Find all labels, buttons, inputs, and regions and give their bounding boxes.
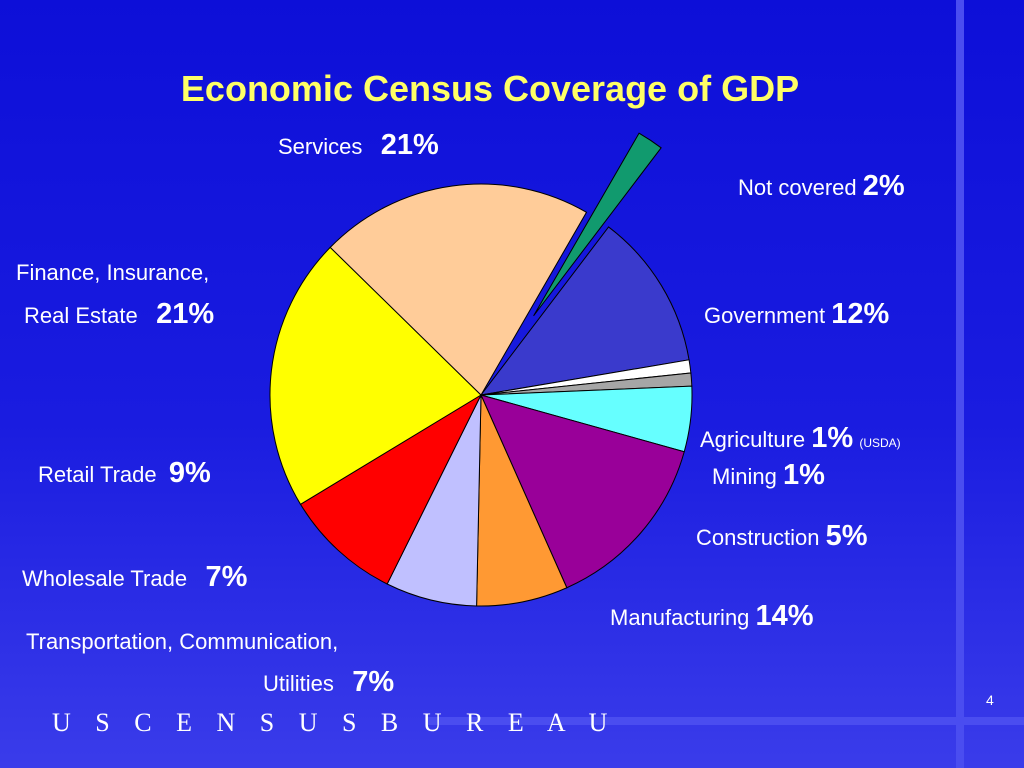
label-tcu-line1: Transportation, Communication,: [26, 629, 339, 654]
label-retail: Retail Trade 9%: [38, 457, 211, 489]
pct-wholesale: 7%: [205, 561, 248, 593]
pie-slice-manufacturing: [480, 394, 685, 589]
census-bureau-wordmark: U S C E N S U S B U R E A U: [52, 708, 617, 737]
pct-services: 21%: [380, 129, 439, 161]
pie-slice-government: [479, 226, 690, 396]
pct-mining: 1%: [782, 459, 825, 491]
page-number: 4: [986, 692, 994, 708]
pct-retail: 9%: [168, 457, 211, 489]
label-construction: Construction 5%: [696, 520, 868, 552]
label-mining: Mining 1%: [712, 459, 825, 491]
pct-not-covered: 2%: [862, 170, 905, 202]
slide-title: Economic Census Coverage of GDP: [180, 68, 800, 109]
pie-slice-finance-insurance-real-estate: [269, 246, 482, 505]
agriculture-note: (USDA): [859, 436, 901, 450]
decorative-horizontal-line: [428, 717, 1024, 725]
label-manufacturing: Manufacturing 14%: [610, 600, 814, 632]
pct-agriculture: 1%: [811, 422, 854, 454]
pie-slice-not-covered: [533, 132, 662, 317]
label-wholesale: Wholesale Trade 7%: [22, 561, 248, 593]
decorative-vertical-line: [956, 0, 964, 768]
label-services: Services 21%: [278, 129, 439, 161]
label-not-covered: Not covered 2%: [738, 170, 905, 202]
pct-tcu: 7%: [352, 666, 395, 698]
label-tcu-line2: Utilities 7%: [263, 666, 395, 698]
pie-slice-services: [329, 183, 588, 396]
pct-manufacturing: 14%: [755, 600, 814, 632]
pie-slice-retail-trade: [299, 393, 483, 585]
label-agriculture: Agriculture 1% (USDA): [700, 422, 901, 454]
label-fire-line1: Finance, Insurance,: [16, 260, 210, 285]
pct-fire: 21%: [156, 298, 215, 330]
label-fire-line2: Real Estate 21%: [24, 298, 215, 330]
pct-government: 12%: [831, 298, 890, 330]
pct-construction: 5%: [825, 520, 868, 552]
label-government: Government 12%: [704, 298, 890, 330]
